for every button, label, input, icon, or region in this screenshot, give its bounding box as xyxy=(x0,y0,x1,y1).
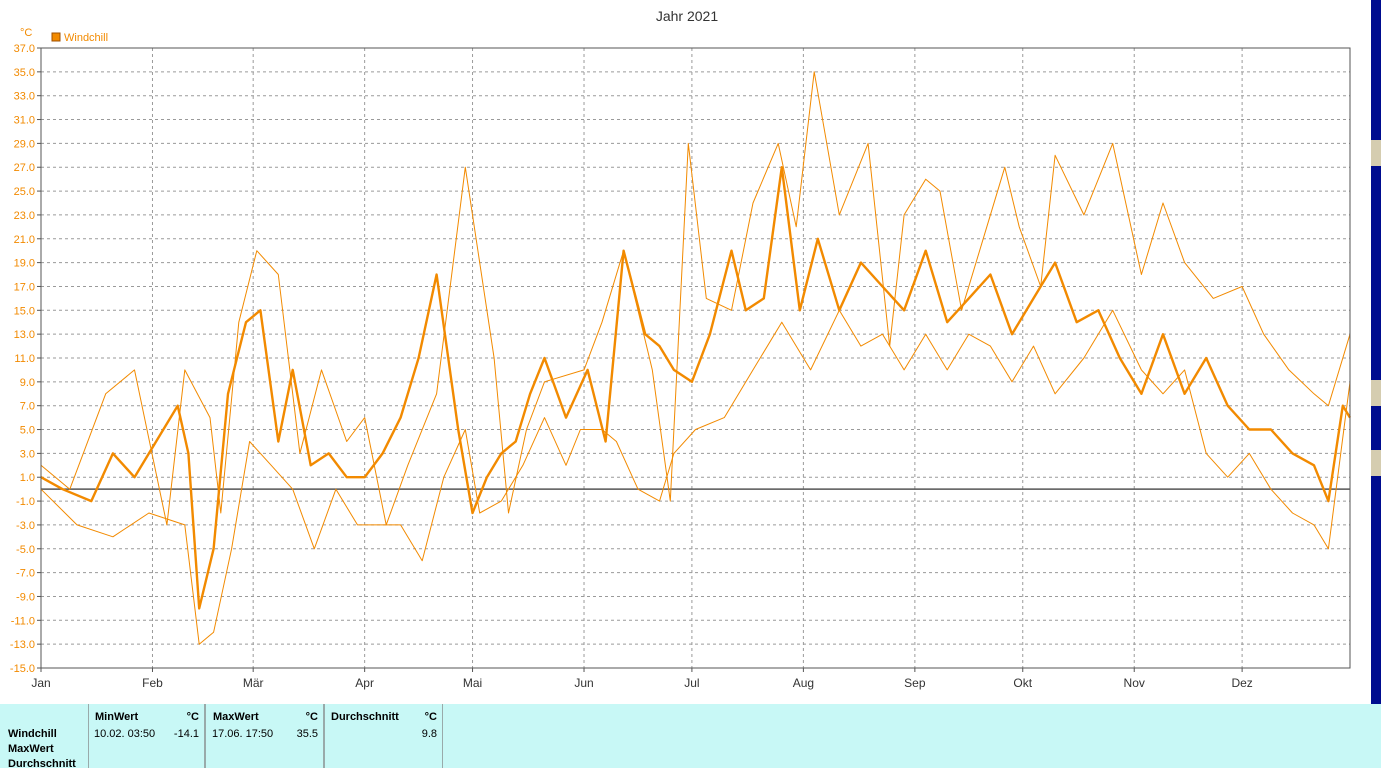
x-tick-label: Dez xyxy=(1231,676,1252,690)
y-axis: 37.0 35.0 33.0 31.0 29.0 27.0 25.0 23.0 21.0 19.0… xyxy=(10,43,41,675)
avg-value: 9.8 xyxy=(421,728,437,740)
x-tick-label: Mai xyxy=(463,676,482,690)
y-tick-label: 31.0 xyxy=(14,115,35,127)
x-tick-label: Mär xyxy=(243,676,264,690)
row-label-windchill: Windchill xyxy=(8,728,57,740)
y-tick-label: -7.0 xyxy=(16,568,35,580)
y-tick-label: 11.0 xyxy=(14,353,35,365)
y-tick-label: -11.0 xyxy=(11,615,35,627)
y-tick-label: -15.0 xyxy=(10,663,35,675)
x-tick-label: Sep xyxy=(904,676,926,690)
y-tick-label: 23.0 xyxy=(14,210,35,222)
desktop-icon xyxy=(1371,380,1381,406)
max-time: 17.06. 17:50 xyxy=(212,728,274,740)
y-tick-label: 3.0 xyxy=(20,448,35,460)
y-tick-label: 7.0 xyxy=(20,401,35,413)
y-tick-label: 17.0 xyxy=(14,281,35,293)
legend: Windchill xyxy=(51,32,108,44)
y-tick-label: 29.0 xyxy=(14,138,35,150)
temperature-chart: Jahr 2021 °C Windchill 37.0 35.0 33.0 31.0 2… xyxy=(10,8,1352,690)
stats-panel: Windchill MaxWert Durchschnitt MinWert °… xyxy=(0,704,1381,770)
desktop-edge xyxy=(1371,0,1381,704)
y-tick-label: 27.0 xyxy=(14,162,35,174)
series-line-avg xyxy=(40,165,1352,610)
y-tick-label: -3.0 xyxy=(16,520,35,532)
avg-column: Durchschnitt °C 9.8 xyxy=(324,704,443,768)
x-tick-label: Feb xyxy=(142,676,163,690)
min-time: 10.02. 03:50 xyxy=(94,728,156,740)
desktop-icon xyxy=(1371,450,1381,476)
x-tick-label: Okt xyxy=(1013,676,1032,690)
y-tick-label: 5.0 xyxy=(20,425,35,437)
y-tick-label: -5.0 xyxy=(16,544,35,556)
y-tick-label: 37.0 xyxy=(14,43,35,55)
y-tick-label: 25.0 xyxy=(14,186,35,198)
avg-unit: °C xyxy=(424,711,437,723)
legend-swatch xyxy=(51,32,61,42)
y-tick-label: 19.0 xyxy=(14,258,35,270)
x-tick-label: Jan xyxy=(31,676,50,690)
y-tick-label: -1.0 xyxy=(16,496,35,508)
min-value: -14.1 xyxy=(173,728,199,740)
min-unit: °C xyxy=(186,711,199,723)
x-tick-label: Jul xyxy=(684,676,699,690)
y-tick-label: 15.0 xyxy=(14,305,35,317)
min-header: MinWert xyxy=(95,711,139,723)
chart-title: Jahr 2021 xyxy=(656,8,718,24)
legend-label: Windchill xyxy=(64,32,108,44)
x-tick-label: Jun xyxy=(574,676,593,690)
y-tick-label: -9.0 xyxy=(16,591,35,603)
min-column: MinWert °C 10.02. 03:50 -14.1 xyxy=(88,704,205,768)
y-tick-label: -13.0 xyxy=(10,639,35,651)
series-line-max xyxy=(40,71,1351,526)
max-column: MaxWert °C 17.06. 17:50 35.5 xyxy=(205,704,324,768)
y-tick-label: 13.0 xyxy=(14,329,35,341)
y-tick-label: 21.0 xyxy=(14,234,35,246)
y-tick-label: 35.0 xyxy=(14,67,35,79)
row-label-durchschnitt: Durchschnitt xyxy=(8,758,76,770)
y-axis-unit: °C xyxy=(20,27,32,39)
series-lines xyxy=(40,71,1352,645)
y-tick-label: 1.0 xyxy=(20,472,35,484)
series-line-min xyxy=(40,309,1351,645)
desktop-icon xyxy=(1371,140,1381,166)
row-label-maxwert: MaxWert xyxy=(8,743,54,755)
max-header: MaxWert xyxy=(213,711,259,723)
x-tick-label: Aug xyxy=(793,676,814,690)
plot-frame xyxy=(40,47,1351,669)
x-tick-label: Nov xyxy=(1124,676,1145,690)
x-tick-label: Apr xyxy=(355,676,374,690)
x-axis: Jan Feb Mär Apr Mai Jun Jul Aug Sep Okt Nov Dez xyxy=(31,668,1253,690)
y-tick-label: 33.0 xyxy=(14,91,35,103)
y-tick-label: 9.0 xyxy=(20,377,35,389)
max-value: 35.5 xyxy=(296,728,318,740)
max-unit: °C xyxy=(305,711,318,723)
avg-header: Durchschnitt xyxy=(331,711,399,723)
